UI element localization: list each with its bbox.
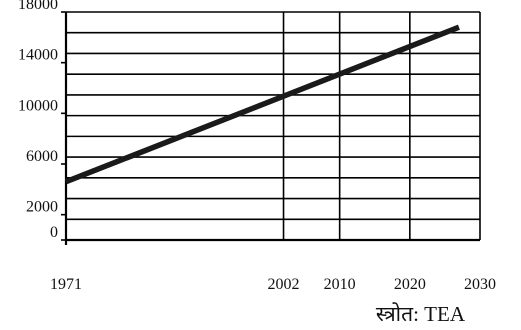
x-tick-label: 2030 — [464, 276, 496, 293]
x-tick-label: 2020 — [394, 276, 426, 293]
y-tick-label: 6000 — [26, 148, 58, 165]
y-axis-ticks: 0 2000 6000 10000 14000 18000 — [18, 0, 66, 241]
x-tick-label: 2002 — [268, 276, 300, 293]
y-tick-label: 2000 — [26, 199, 58, 216]
plot-frame — [64, 11, 481, 245]
x-tick-label: 2010 — [324, 276, 356, 293]
y-tick-label: 18000 — [18, 0, 58, 13]
y-tick-label: 14000 — [18, 47, 58, 64]
series-line — [64, 24, 460, 185]
grid-lines — [66, 12, 480, 240]
x-axis-ticks: 1971 2002 2010 2020 2030 — [50, 276, 496, 293]
y-tick-label: 0 — [50, 224, 58, 241]
x-tick-label: 1971 — [50, 276, 82, 293]
source-note: स्त्रोत: TEA — [375, 302, 465, 326]
y-tick-label: 10000 — [18, 97, 58, 114]
data-series — [64, 24, 460, 185]
